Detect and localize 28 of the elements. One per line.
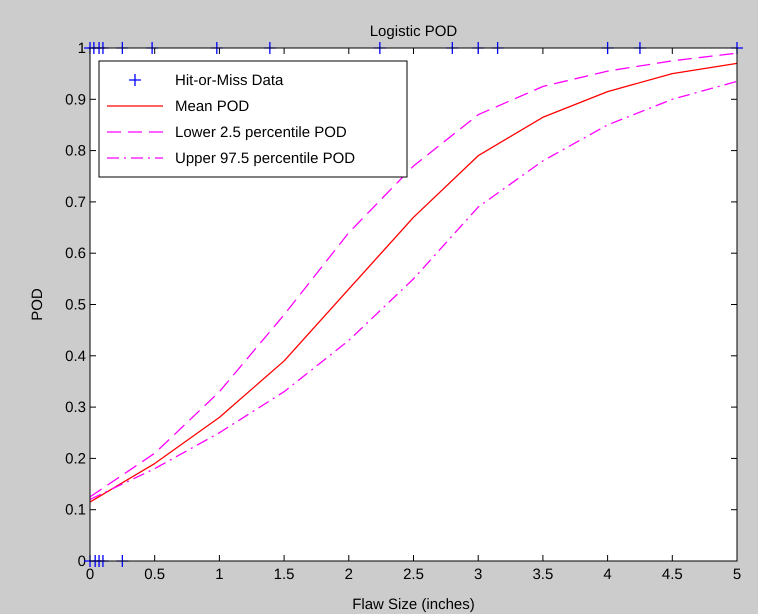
- legend-label: Mean POD: [175, 98, 250, 115]
- x-tick-label: 1: [215, 566, 224, 583]
- y-tick-label: 0.9: [65, 91, 86, 108]
- y-tick-label: 0.4: [65, 348, 86, 365]
- x-tick-label: 4: [603, 566, 612, 583]
- y-tick-label: 0.5: [65, 296, 86, 314]
- y-tick-label: 0.6: [65, 245, 86, 262]
- x-axis-title: Flaw Size (inches): [352, 596, 475, 613]
- x-tick-label: 1.5: [274, 566, 295, 583]
- y-tick-label: 0: [78, 553, 86, 570]
- legend-label: Upper 97.5 percentile POD: [175, 150, 356, 167]
- y-tick-label: 0.3: [65, 399, 86, 416]
- y-tick-label: 0.7: [65, 194, 86, 211]
- chart-title: Logistic POD: [370, 23, 458, 40]
- x-tick-label: 3.5: [532, 566, 554, 583]
- y-tick-label: 0.1: [65, 502, 86, 519]
- legend-label: Lower 2.5 percentile POD: [175, 124, 347, 141]
- legend-label: Hit-or-Miss Data: [175, 72, 284, 89]
- x-tick-label: 2.5: [403, 566, 424, 583]
- x-tick-label: 0.5: [144, 566, 166, 583]
- x-tick-label: 4.5: [662, 566, 683, 583]
- x-tick-label: 2: [344, 566, 353, 583]
- y-axis-title: POD: [29, 288, 46, 321]
- x-tick-label: 3: [474, 566, 482, 583]
- y-tick-label: 1: [78, 40, 86, 57]
- x-tick-label: 5: [732, 566, 742, 583]
- y-tick-label: 0.2: [65, 450, 86, 468]
- y-tick-label: 0.8: [65, 142, 86, 160]
